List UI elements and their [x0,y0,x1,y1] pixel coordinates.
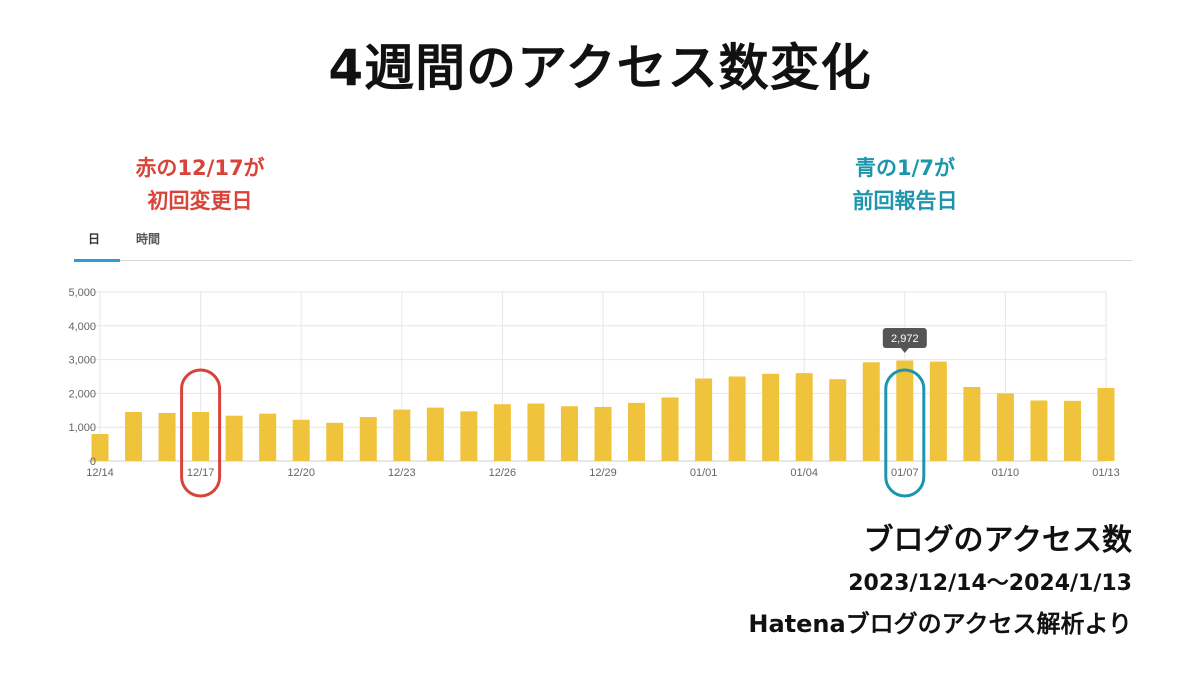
bar [795,373,813,461]
x-tick-label: 12/26 [489,467,517,479]
bar [527,403,545,461]
tab-day[interactable]: 日 [88,232,101,246]
x-tick-label: 12/23 [388,467,416,479]
tooltip-box [882,328,927,348]
bar [560,406,578,461]
x-tick-label: 12/17 [187,467,215,479]
bar [426,407,444,461]
bar [963,386,981,461]
annotation-last-report: 青の1/7が 前回報告日 [805,152,1005,218]
x-tick-label: 12/20 [287,467,315,479]
x-tick-label: 01/07 [891,467,919,479]
y-tick-label: 4,000 [68,321,96,333]
bar [762,373,780,461]
highlight-oval [180,368,222,498]
bar [862,362,880,461]
tab-active-indicator [74,259,120,262]
bar [1063,400,1081,461]
bar [326,422,344,461]
bar [91,433,109,461]
annotation-first-change-line1: 赤の12/17が [135,156,265,180]
bar [292,419,310,461]
bar [929,361,947,461]
bar [1097,387,1115,461]
x-tick-label: 01/13 [1092,467,1120,479]
bar [896,360,914,461]
annotation-first-change-line2: 初回変更日 [147,189,253,213]
y-tick-label: 0 [90,456,96,468]
y-tick-label: 3,000 [68,355,96,367]
bar [1030,400,1048,461]
footer-caption: ブログのアクセス数 [863,523,1133,558]
annotation-last-report-line1: 青の1/7が [855,156,955,180]
y-tick-label: 5,000 [68,287,96,299]
bar [158,413,176,461]
footer-source: Hatenaブログのアクセス解析より [748,610,1132,638]
bar [829,379,847,461]
footer-date-range: 2023/12/14〜2024/1/13 [848,571,1132,596]
tooltip-pointer [900,348,909,353]
y-tick-label: 1,000 [68,422,96,434]
annotation-first-change: 赤の12/17が 初回変更日 [100,152,300,218]
x-tick-label: 12/29 [589,467,617,479]
bar [192,411,210,461]
bar [359,417,377,461]
bar [460,411,478,461]
bar [695,378,713,461]
bar [628,402,646,461]
x-tick-label: 01/04 [790,467,818,479]
overlay-layer: 2,972 [180,328,927,498]
bar [493,404,511,461]
page-title: 4週間のアクセス数変化 [328,39,872,97]
bar [393,409,411,461]
bar [996,393,1014,461]
axis-labels: 0 1,000 2,000 3,000 4,000 5,000 12/14 12/17 12/2… [68,287,1119,479]
bar [661,397,679,461]
highlight-oval [884,368,926,498]
x-tick-label: 12/14 [86,467,114,479]
y-tick-label: 2,000 [68,388,96,400]
bar [225,415,243,461]
bar [125,411,143,461]
bar-layer [91,360,1115,461]
period-tabs: 日 時間 [74,226,1132,262]
annotation-last-report-line2: 前回報告日 [852,189,958,213]
bar [594,406,612,461]
x-tick-label: 01/10 [992,467,1020,479]
x-tick-label: 01/01 [690,467,718,479]
bar [728,376,746,461]
tooltip-label: 2,972 [891,333,919,345]
bar [259,413,277,461]
tab-hour[interactable]: 時間 [136,232,161,246]
